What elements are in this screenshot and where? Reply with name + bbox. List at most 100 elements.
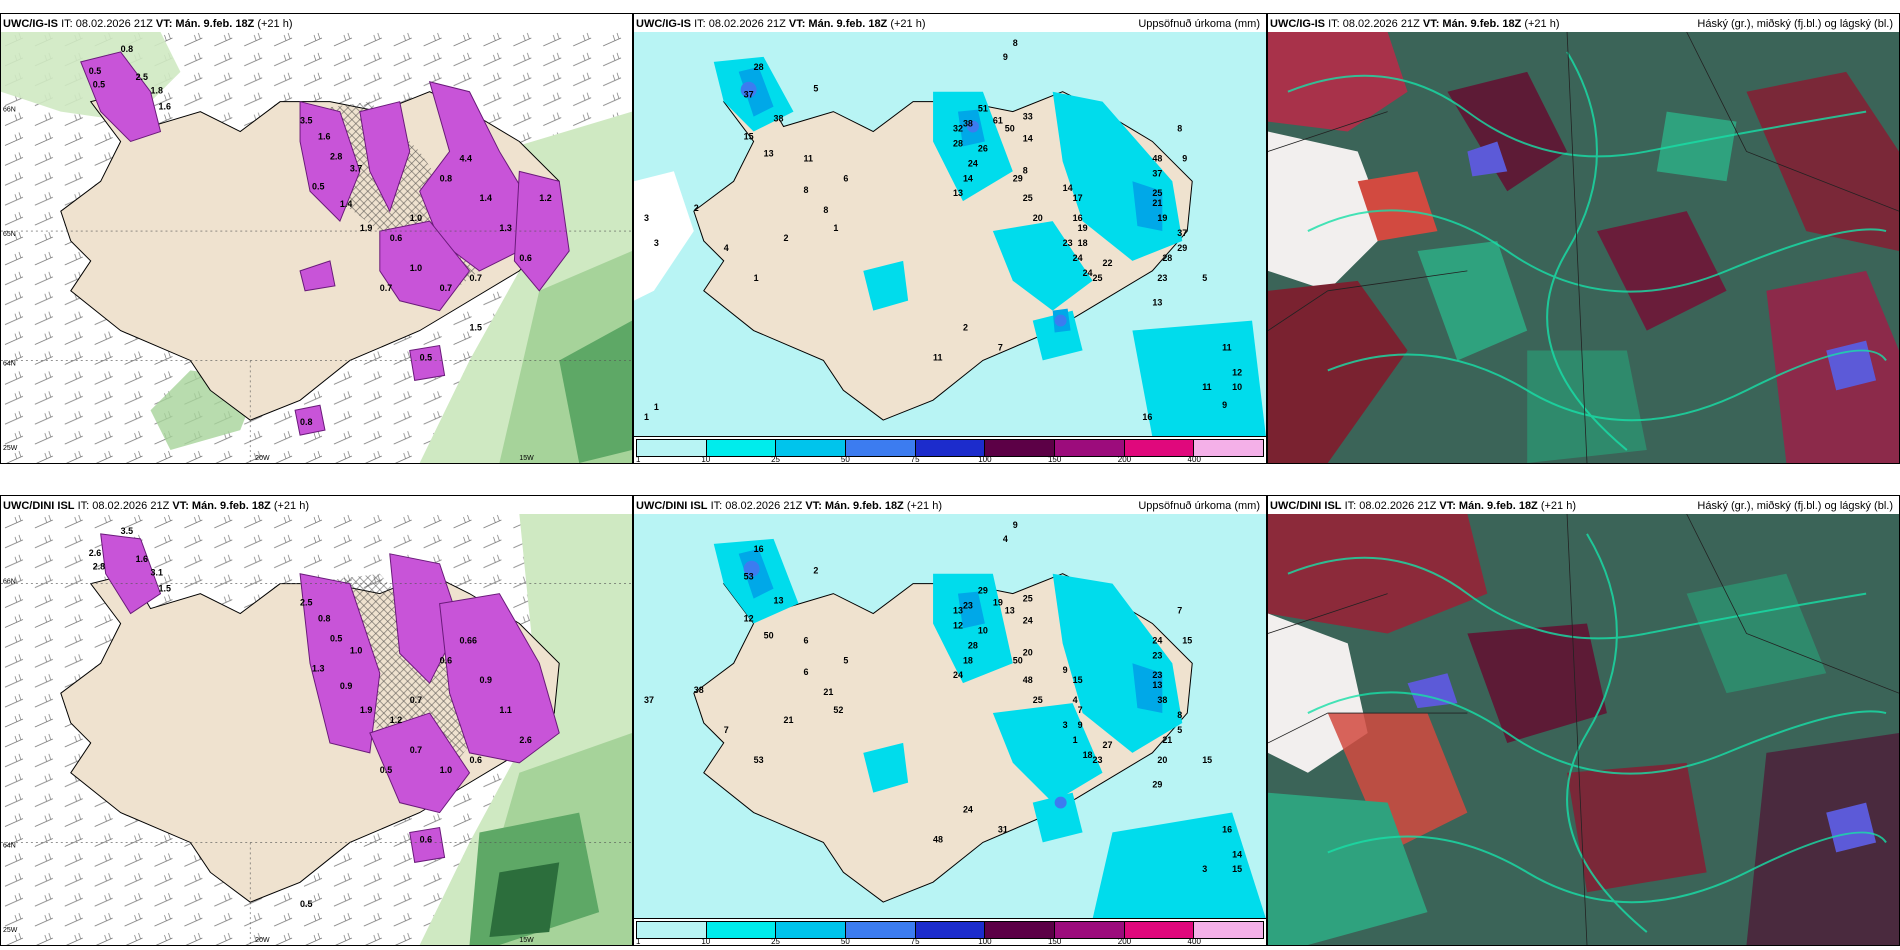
precip-panel-row2: UWC/DINI ISL IT: 08.02.2026 21Z VT: Mán.…: [633, 495, 1267, 946]
value-label: 28: [968, 640, 978, 650]
value-label: 20: [1023, 647, 1033, 657]
value-label: 37: [744, 90, 754, 100]
axis-label: 65N: [3, 231, 16, 238]
value-label: 3: [1202, 864, 1207, 874]
value-label: 11: [803, 153, 812, 163]
cloud-panel-row1: UWC/IG-IS IT: 08.02.2026 21Z VT: Mán. 9.…: [1267, 13, 1900, 464]
value-label: 2: [694, 203, 699, 213]
value-label: 53: [744, 572, 754, 582]
value-label: 0.6: [519, 253, 531, 263]
colorbar-tick: 10: [701, 455, 711, 464]
colorbar-swatch: [1194, 922, 1264, 938]
value-label: 24: [1023, 615, 1033, 625]
value-label: 18: [1083, 750, 1093, 760]
value-label: 1.9: [360, 705, 372, 715]
colorbar-swatch: [985, 922, 1056, 938]
axis-label: 64N: [3, 842, 16, 849]
value-label: 1.3: [312, 663, 324, 673]
value-label: 0.9: [479, 675, 491, 685]
value-label: 1.0: [410, 213, 422, 223]
value-label: 4: [1003, 534, 1008, 544]
value-label: 48: [1152, 153, 1162, 163]
value-label: 14: [1232, 849, 1242, 859]
value-label: 1.9: [360, 223, 372, 233]
value-label: 14: [963, 173, 973, 183]
value-label: 24: [953, 670, 963, 680]
value-label: 37: [1152, 168, 1162, 178]
value-label: 0.5: [330, 633, 342, 643]
value-label: 16: [1142, 412, 1152, 422]
colorbar-swatch: [637, 440, 707, 456]
value-label: 1: [654, 402, 659, 412]
value-label: 8: [1013, 38, 1018, 48]
colorbar-swatch: [915, 922, 986, 938]
colorbar-tick: 200: [1117, 937, 1132, 946]
value-label: 2.8: [93, 562, 105, 572]
value-label: 8: [803, 185, 808, 195]
value-label: 12: [744, 613, 754, 623]
colorbar-swatch: [985, 440, 1056, 456]
value-label: 37: [644, 695, 654, 705]
panel-title: UWC/DINI ISL IT: 08.02.2026 21Z VT: Mán.…: [3, 500, 310, 512]
value-label: 0.7: [410, 695, 422, 705]
value-label: 19: [993, 598, 1003, 608]
value-label: 19: [1078, 223, 1088, 233]
value-label: 7: [1078, 705, 1083, 715]
value-label: 24: [1073, 253, 1083, 263]
value-label: 9: [1003, 52, 1008, 62]
panel-title: UWC/IG-IS IT: 08.02.2026 21Z VT: Mán. 9.…: [1270, 18, 1893, 30]
colorbar-tick: 75: [910, 937, 920, 946]
value-label: 2: [963, 323, 968, 333]
value-label: 15: [1182, 635, 1192, 645]
value-label: 7: [724, 725, 729, 735]
value-label: 53: [754, 755, 764, 765]
value-label: 28: [953, 138, 963, 148]
value-label: 1.4: [479, 193, 491, 203]
panel-title: UWC/DINI ISL IT: 08.02.2026 21Z VT: Mán.…: [1270, 500, 1893, 512]
axis-label: 66N: [3, 579, 16, 586]
colorbar-tick: 200: [1117, 455, 1132, 464]
value-label: 31: [998, 824, 1008, 834]
value-label: 0.5: [89, 66, 101, 76]
value-label: 0.5: [93, 80, 105, 90]
value-label: 2.5: [300, 598, 312, 608]
value-label: 29: [978, 586, 988, 596]
value-label: 3: [654, 238, 659, 248]
value-label: 25: [1023, 193, 1033, 203]
colorbar-swatch: [706, 440, 777, 456]
snow-panel-row2: UWC/DINI ISL IT: 08.02.2026 21Z VT: Mán.…: [0, 495, 633, 946]
value-label: 24: [1083, 268, 1093, 278]
colorbar-swatch: [846, 440, 916, 456]
value-label: 8: [823, 205, 828, 215]
value-label: 3: [644, 213, 649, 223]
value-label: 38: [1157, 695, 1167, 705]
value-label: 3: [1063, 720, 1068, 730]
snow-labels: 2.63.52.81.63.11.52.50.80.51.01.30.91.91…: [89, 526, 532, 909]
value-label: 28: [1162, 253, 1172, 263]
value-label: 14: [1063, 183, 1073, 193]
value-label: 0.6: [420, 834, 432, 844]
value-label: 29: [1013, 173, 1023, 183]
value-label: 18: [963, 655, 973, 665]
value-label: 13: [764, 148, 774, 158]
value-label: 24: [963, 805, 973, 815]
value-label: 23: [1063, 238, 1073, 248]
value-label: 8: [1177, 124, 1182, 134]
value-label: 13: [774, 596, 784, 606]
snow-panel-row1: UWC/IG-IS IT: 08.02.2026 21Z VT: Mán. 9.…: [0, 13, 633, 464]
value-label: 9: [1078, 720, 1083, 730]
cloud-map: [1268, 514, 1899, 945]
value-label: 6: [803, 635, 808, 645]
value-label: 12: [953, 620, 963, 630]
value-label: 37: [1177, 228, 1187, 238]
colorbar-swatch: [1124, 440, 1195, 456]
value-label: 13: [1152, 680, 1162, 690]
value-label: 1.2: [539, 193, 551, 203]
snow-map: 2.6 3.5 2.8 1.6 3.1 1.5 2.5 0.8 0.5 1.0 1.3 0.9 1.9 1…: [1, 514, 632, 945]
value-label: 3.5: [121, 526, 133, 536]
value-label: 1.3: [499, 223, 511, 233]
value-label: 1.6: [318, 132, 330, 142]
value-label: 1.6: [159, 102, 171, 112]
